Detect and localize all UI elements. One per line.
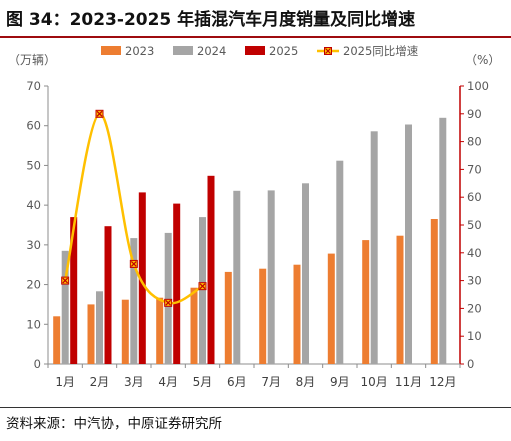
legend-swatch bbox=[245, 46, 265, 55]
yoy-line bbox=[61, 109, 207, 307]
y-left-tick-label: 0 bbox=[34, 357, 41, 371]
yoy-point bbox=[95, 109, 104, 118]
y-right-tick-label: 0 bbox=[467, 357, 474, 371]
yoy-point bbox=[61, 276, 70, 285]
bar-2024 bbox=[370, 131, 378, 364]
legend-item-1: 2024 bbox=[173, 44, 226, 58]
marker-x bbox=[165, 299, 172, 306]
bar-2023 bbox=[121, 299, 129, 364]
y-right-tick-label: 90 bbox=[467, 107, 482, 121]
yoy-point bbox=[198, 282, 207, 291]
y-right-tick-label: 50 bbox=[467, 218, 482, 232]
legend-marker bbox=[324, 47, 332, 55]
chart-bars bbox=[53, 117, 447, 364]
bar-2025 bbox=[104, 226, 112, 364]
x-tick-label: 7月 bbox=[261, 375, 281, 389]
bar-2024 bbox=[164, 232, 172, 364]
x-tick-label: 11月 bbox=[395, 375, 422, 389]
y-right-tick-label: 10 bbox=[467, 329, 482, 343]
x-tick-label: 1月 bbox=[55, 375, 75, 389]
bar-2025 bbox=[173, 203, 181, 364]
y-left-tick-label: 20 bbox=[26, 278, 41, 292]
bar-2024 bbox=[199, 217, 206, 364]
title-rule bbox=[0, 36, 511, 38]
figure-title: 图 34：2023-2025 年插混汽车月度销量及同比增速 bbox=[6, 10, 416, 30]
x-tick-label: 2月 bbox=[90, 375, 110, 389]
bar-2023 bbox=[430, 219, 438, 364]
footer-rule bbox=[0, 407, 511, 408]
y-left-tick-label: 60 bbox=[26, 119, 41, 133]
legend-label: 2025同比增速 bbox=[343, 44, 419, 58]
x-tick-label: 9月 bbox=[330, 375, 350, 389]
legend-label: 2023 bbox=[125, 44, 154, 58]
bar-2025 bbox=[138, 192, 146, 364]
legend-item-0: 2023 bbox=[101, 44, 154, 58]
y-right-tick-label: 60 bbox=[467, 190, 482, 204]
y-right-tick-label: 70 bbox=[467, 162, 482, 176]
x-tick-label: 8月 bbox=[296, 375, 316, 389]
bar-2023 bbox=[156, 297, 164, 364]
y-right-tick-label: 40 bbox=[467, 246, 482, 260]
y-right-tick-label: 100 bbox=[467, 79, 489, 93]
chart-legend: 2023 2024 2025 2025同比增速 bbox=[101, 44, 419, 58]
marker-x bbox=[325, 48, 331, 54]
bar-2023 bbox=[53, 316, 61, 364]
marker-x bbox=[130, 260, 137, 267]
legend-swatch bbox=[173, 46, 193, 55]
y-right-tick-label: 30 bbox=[467, 274, 482, 288]
x-tick-label: 10月 bbox=[361, 375, 388, 389]
bar-2023 bbox=[190, 287, 198, 364]
source-note: 资料来源：中汽协，中原证券研究所 bbox=[6, 416, 222, 432]
y-axis-left-label: （万辆） bbox=[8, 53, 56, 67]
legend-item-2: 2025 bbox=[245, 44, 298, 58]
bar-2025 bbox=[70, 217, 78, 364]
x-tick-label: 5月 bbox=[193, 375, 213, 389]
x-tick-label: 12月 bbox=[429, 375, 456, 389]
legend-item-3: 2025同比增速 bbox=[317, 44, 419, 58]
bar-2024 bbox=[267, 190, 275, 364]
legend-label: 2025 bbox=[269, 44, 298, 58]
bar-2024 bbox=[233, 190, 241, 364]
bar-2023 bbox=[396, 235, 404, 364]
bar-2024 bbox=[336, 160, 344, 364]
x-axis-tick-labels: 1月 2月 3月 4月 5月 6月 7月 8月 9月 10月 11月 12月 bbox=[55, 375, 456, 389]
bar-2024 bbox=[302, 183, 309, 364]
bar-2024 bbox=[405, 124, 412, 364]
x-tick-label: 4月 bbox=[158, 375, 178, 389]
y-left-tick-label: 50 bbox=[26, 158, 41, 172]
bar-2024 bbox=[96, 291, 103, 364]
marker-x bbox=[199, 283, 206, 290]
y-left-tick-label: 10 bbox=[26, 317, 41, 331]
legend-label: 2024 bbox=[197, 44, 226, 58]
chart-axes: 0 10 20 30 40 50 60 70 0 10 20 30 40 50 60 70 80 90 100 bbox=[26, 79, 489, 371]
y-left-tick-label: 70 bbox=[26, 79, 41, 93]
yoy-point bbox=[164, 298, 173, 307]
y-right-tick-label: 20 bbox=[467, 301, 482, 315]
y-right-tick-label: 80 bbox=[467, 135, 482, 149]
bar-2024 bbox=[130, 238, 138, 364]
bar-2025 bbox=[207, 175, 215, 364]
x-tick-label: 3月 bbox=[124, 375, 144, 389]
bar-2023 bbox=[327, 253, 335, 364]
bar-2023 bbox=[362, 240, 370, 364]
bar-2024 bbox=[61, 250, 69, 364]
bar-2023 bbox=[293, 264, 301, 364]
bar-2023 bbox=[224, 271, 232, 364]
bar-2023 bbox=[259, 268, 267, 364]
legend-swatch bbox=[101, 46, 121, 55]
bar-2023 bbox=[87, 304, 95, 364]
marker-x bbox=[96, 110, 103, 117]
y-left-tick-label: 30 bbox=[26, 238, 41, 252]
combo-chart: 2023 2024 2025 2025同比增速 （万辆） （%） 0 10 20 30 40 5… bbox=[8, 44, 500, 389]
y-axis-right-label: （%） bbox=[465, 53, 500, 67]
bar-2024 bbox=[439, 117, 447, 364]
yoy-point bbox=[129, 259, 138, 268]
x-tick-label: 6月 bbox=[227, 375, 247, 389]
y-left-tick-label: 40 bbox=[26, 198, 41, 212]
marker-x bbox=[62, 277, 69, 284]
